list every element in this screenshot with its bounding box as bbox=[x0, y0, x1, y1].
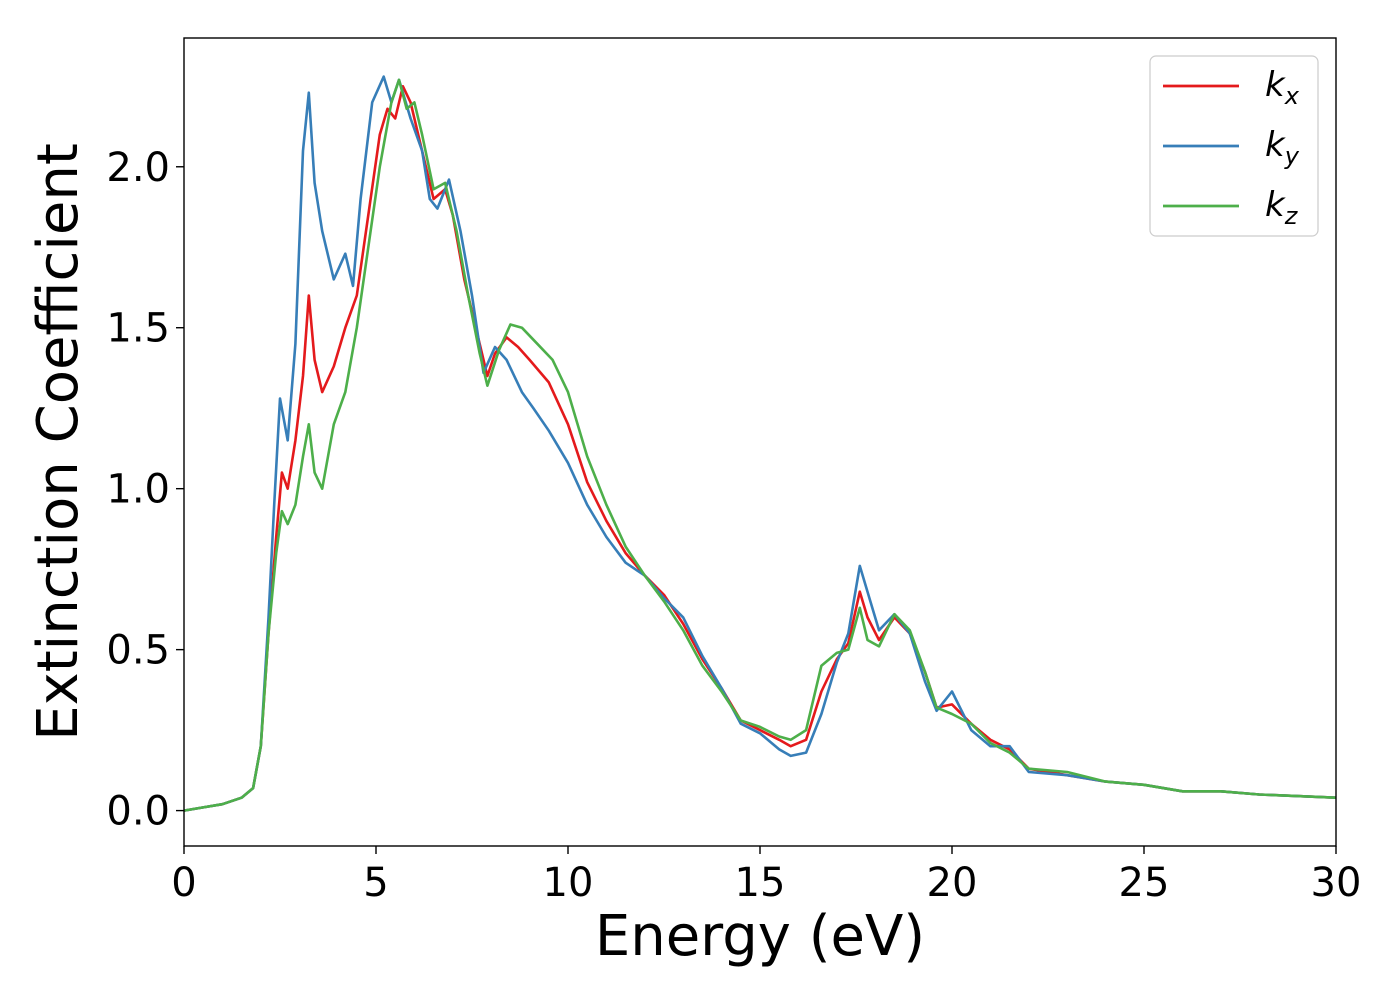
legend-label-y: ky bbox=[1265, 125, 1300, 170]
ticks-layer: 0 5 10 15 20 25 30 0.0 0.5 1.0 1.5 2.0 bbox=[106, 145, 1361, 906]
y-tick-label: 0.5 bbox=[106, 628, 170, 674]
x-tick-label: 10 bbox=[543, 860, 594, 906]
y-axis-title: Extinction Coefficient bbox=[26, 143, 91, 741]
x-tick-label: 0 bbox=[171, 860, 196, 906]
series-line-y bbox=[183, 75, 1337, 812]
x-tick-label: 20 bbox=[927, 860, 978, 906]
legend-label-z: kz bbox=[1265, 185, 1299, 230]
y-tick-label: 2.0 bbox=[106, 145, 170, 191]
x-tick-label: 25 bbox=[1119, 860, 1170, 906]
x-tick-label: 15 bbox=[735, 860, 786, 906]
series-line-z bbox=[183, 78, 1337, 812]
legend-label-x: kx bbox=[1265, 65, 1300, 110]
y-tick-label: 1.0 bbox=[106, 467, 170, 513]
plot-frame bbox=[183, 37, 1337, 847]
plot-background bbox=[184, 38, 1336, 846]
x-axis-title: Energy (eV) bbox=[595, 904, 925, 969]
series-line-x bbox=[183, 85, 1337, 812]
x-tick-label: 5 bbox=[363, 860, 388, 906]
y-tick-label: 0.0 bbox=[106, 789, 170, 835]
y-tick-label: 1.5 bbox=[106, 306, 170, 352]
x-tick-label: 30 bbox=[1311, 860, 1362, 906]
legend: kx ky kz bbox=[1149, 55, 1319, 237]
series-layer bbox=[183, 75, 1337, 812]
